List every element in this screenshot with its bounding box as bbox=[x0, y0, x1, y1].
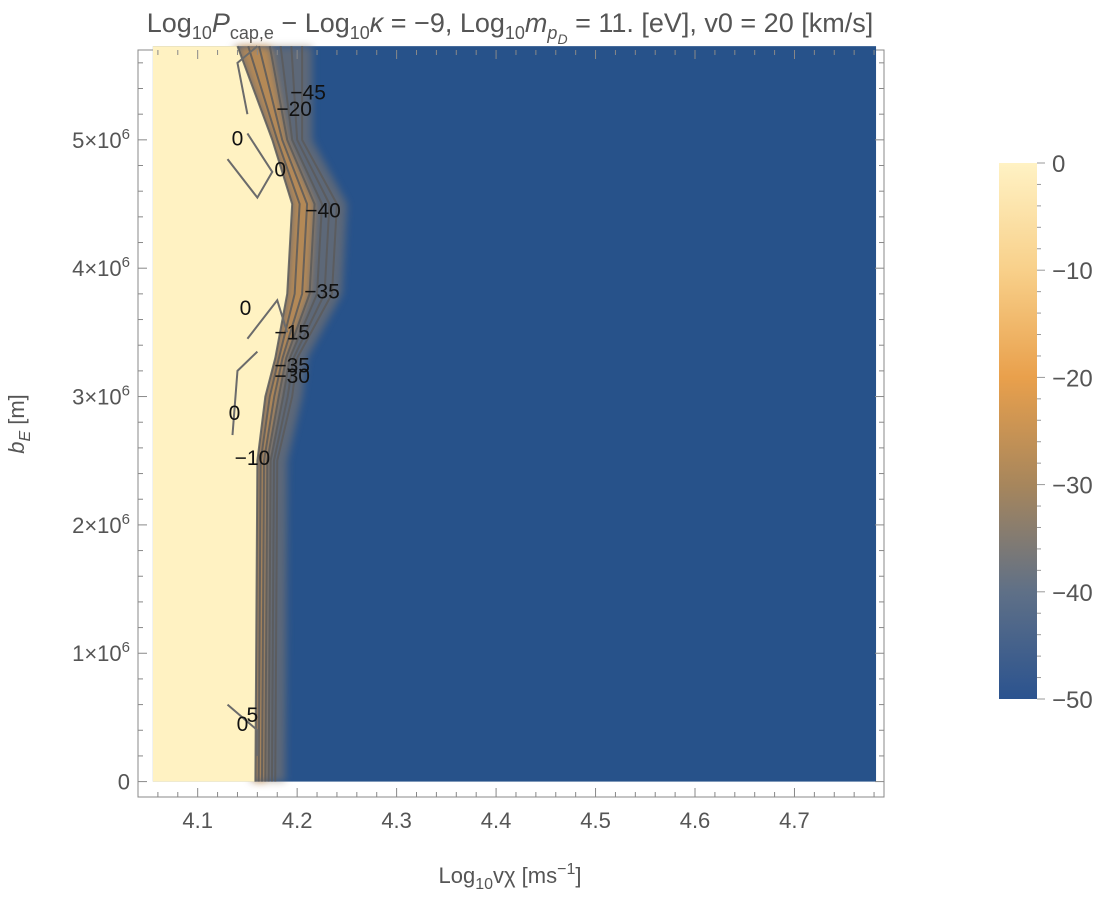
contour-label: −10 bbox=[235, 447, 271, 470]
contour-line bbox=[258, 45, 309, 782]
x-tick-label: 4.6 bbox=[680, 808, 711, 833]
contour-label: −40 bbox=[305, 199, 341, 222]
contour-line bbox=[264, 45, 316, 782]
x-tick-label: 4.4 bbox=[481, 808, 512, 833]
colorbar-tick-label: −20 bbox=[1052, 365, 1093, 392]
y-axis-label: bE [m] bbox=[4, 394, 34, 454]
contour-line bbox=[274, 46, 338, 782]
contour-label: 0 bbox=[229, 402, 241, 425]
contour-line-zero bbox=[236, 45, 259, 115]
contour-line bbox=[236, 45, 294, 782]
contour-label: −35 bbox=[274, 355, 310, 378]
contour-label: −30 bbox=[274, 365, 310, 388]
contour-line bbox=[247, 45, 301, 782]
colorbar-tick-label: −50 bbox=[1052, 687, 1093, 714]
colorbar-tick-label: −30 bbox=[1052, 473, 1093, 500]
chart-title: Log10Pcap,e − Log10κ = −9, Log10mpD = 11… bbox=[147, 8, 873, 47]
contour-label: −35 bbox=[304, 280, 340, 303]
colorbar-bar bbox=[999, 163, 1037, 699]
contour-label: −20 bbox=[276, 98, 312, 121]
y-tick-label: 3×106 bbox=[72, 383, 130, 410]
y-axis-ticks: 0 1×106 2×106 3×106 4×106 5×106 bbox=[72, 62, 884, 795]
contour-line bbox=[270, 46, 331, 782]
contour-line-zero bbox=[246, 298, 289, 340]
contour-label: 0 bbox=[232, 128, 244, 151]
x-tick-label: 4.2 bbox=[282, 808, 313, 833]
x-tick-label: 4.7 bbox=[779, 808, 810, 833]
contour-line bbox=[267, 46, 324, 782]
contour-label: 0 bbox=[237, 713, 249, 736]
colorbar-tick-label: 0 bbox=[1052, 151, 1065, 178]
contour-label: −15 bbox=[274, 321, 310, 344]
colorbar-tick-label: −40 bbox=[1052, 580, 1093, 607]
colorbar-tick-label: −10 bbox=[1052, 258, 1093, 285]
colorbar: 0 −10 −20 −30 −40 −50 bbox=[999, 151, 1093, 714]
y-tick-label: 5×106 bbox=[72, 126, 130, 153]
y-tick-label: 4×106 bbox=[72, 254, 130, 281]
x-tick-label: 4.3 bbox=[381, 808, 412, 833]
contour-label: 0 bbox=[240, 297, 252, 320]
contour-line-zero bbox=[231, 350, 259, 436]
high-value-region bbox=[152, 46, 293, 782]
y-tick-label: 2×106 bbox=[72, 511, 130, 538]
contour-label: 5 bbox=[247, 704, 259, 727]
x-tick-label: 4.1 bbox=[182, 808, 213, 833]
colorbar-ticks: 0 −10 −20 −30 −40 −50 bbox=[1037, 151, 1093, 714]
contour-label: −45 bbox=[290, 81, 326, 104]
contour-line-zero bbox=[226, 132, 274, 200]
contour-line-zero bbox=[226, 703, 259, 756]
x-axis-label: Log10vχ [ms−1] bbox=[439, 861, 582, 893]
contour-lines bbox=[226, 45, 338, 782]
x-tick-label: 4.5 bbox=[580, 808, 611, 833]
y-tick-label: 1×106 bbox=[72, 639, 130, 666]
y-tick-label: 0 bbox=[118, 770, 130, 795]
x-axis-ticks: 4.1 4.2 4.3 4.4 4.5 4.6 4.7 bbox=[137, 50, 875, 833]
contour-label: 0 bbox=[274, 158, 286, 181]
